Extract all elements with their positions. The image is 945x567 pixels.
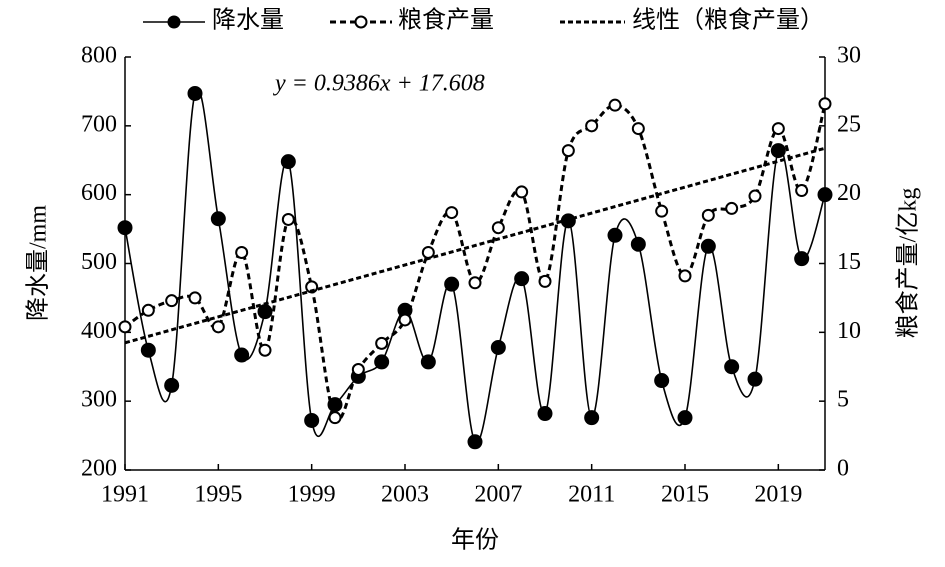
y2-tick-label: 5 — [837, 387, 849, 413]
hollow-marker — [445, 206, 459, 220]
filled-marker — [794, 251, 810, 267]
hollow-marker — [491, 221, 505, 235]
hollow-marker — [655, 204, 669, 218]
hollow-marker — [561, 144, 575, 158]
y-axis-label: 降水量/mm — [25, 205, 52, 321]
legend-marker — [167, 15, 181, 29]
x-tick-label: 2011 — [568, 482, 615, 508]
filled-marker — [770, 143, 786, 159]
y2-tick-label: 30 — [837, 43, 861, 69]
filled-marker — [210, 211, 226, 227]
series-line — [124, 88, 826, 444]
hollow-marker — [421, 245, 435, 259]
y-tick-label: 400 — [81, 318, 117, 344]
filled-marker — [257, 304, 273, 320]
filled-marker — [164, 377, 180, 393]
filled-marker — [747, 371, 763, 387]
filled-marker — [677, 410, 693, 426]
hollow-marker — [468, 276, 482, 290]
hollow-marker — [351, 363, 365, 377]
y2-tick-label: 15 — [837, 249, 861, 275]
filled-marker — [514, 271, 530, 287]
filled-marker — [280, 154, 296, 170]
hollow-marker — [235, 245, 249, 259]
x-tick-label: 2003 — [381, 482, 429, 508]
filled-marker — [234, 347, 250, 363]
hollow-marker — [398, 313, 412, 327]
filled-marker — [817, 187, 833, 203]
hollow-marker — [678, 269, 692, 283]
filled-marker — [467, 434, 483, 450]
filled-marker — [117, 220, 133, 236]
legend-label: 线性（粮食产量） — [632, 7, 824, 34]
x-tick-label: 2015 — [661, 482, 709, 508]
y-tick-label: 300 — [81, 387, 117, 413]
x-tick-label: 1999 — [288, 482, 336, 508]
filled-marker — [374, 354, 390, 370]
hollow-marker — [795, 184, 809, 198]
filled-marker — [490, 339, 506, 355]
x-tick-label: 1995 — [194, 482, 242, 508]
trend-equation: y = 0.9386x + 17.608 — [273, 71, 485, 97]
hollow-marker — [538, 274, 552, 288]
trend-line — [124, 146, 826, 345]
y-tick-label: 600 — [81, 180, 117, 206]
legend-label: 降水量 — [212, 7, 284, 34]
filled-marker — [187, 85, 203, 101]
hollow-marker — [608, 98, 622, 112]
x-tick-label: 1991 — [101, 482, 149, 508]
hollow-marker — [375, 336, 389, 350]
x-tick-label: 2007 — [474, 482, 522, 508]
filled-marker — [584, 410, 600, 426]
x-tick-label: 2019 — [754, 482, 802, 508]
filled-marker — [654, 373, 670, 389]
hollow-marker — [328, 411, 342, 425]
hollow-marker — [188, 291, 202, 305]
hollow-marker — [515, 185, 529, 199]
y2-tick-label: 20 — [837, 180, 861, 206]
hollow-marker — [281, 212, 295, 226]
hollow-marker — [165, 294, 179, 308]
filled-marker — [630, 236, 646, 252]
y-tick-label: 500 — [81, 249, 117, 275]
hollow-marker — [771, 122, 785, 136]
filled-marker — [304, 412, 320, 428]
filled-marker — [607, 227, 623, 243]
series-line — [124, 103, 827, 422]
legend-label: 粮食产量 — [398, 7, 494, 34]
legend-marker — [354, 15, 368, 29]
hollow-marker — [141, 303, 155, 317]
hollow-marker — [585, 119, 599, 133]
hollow-marker — [258, 343, 272, 357]
y-tick-label: 700 — [81, 111, 117, 137]
hollow-marker — [818, 97, 832, 111]
filled-marker — [700, 238, 716, 254]
x-axis-label: 年份 — [451, 527, 499, 554]
hollow-marker — [748, 189, 762, 203]
y2-tick-label: 0 — [837, 456, 849, 482]
y2-tick-label: 25 — [837, 111, 861, 137]
filled-marker — [537, 406, 553, 422]
y2-axis-label: 粮食产量/亿kg — [895, 188, 922, 339]
hollow-marker — [725, 201, 739, 215]
y-tick-label: 200 — [81, 456, 117, 482]
y-tick-label: 800 — [81, 43, 117, 69]
hollow-marker — [631, 122, 645, 136]
hollow-marker — [211, 320, 225, 334]
filled-marker — [724, 359, 740, 375]
y2-tick-label: 10 — [837, 318, 861, 344]
hollow-marker — [118, 320, 132, 334]
filled-marker — [444, 276, 460, 292]
filled-marker — [420, 354, 436, 370]
hollow-marker — [701, 208, 715, 222]
filled-marker — [140, 342, 156, 358]
